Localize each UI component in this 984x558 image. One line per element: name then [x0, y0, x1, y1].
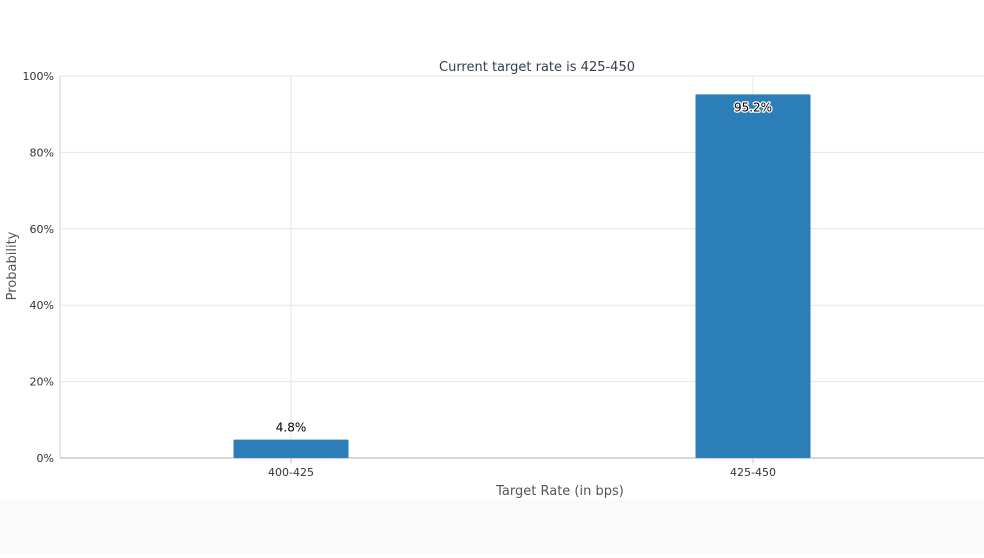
data-labels: 4.8% 95.2% — [274, 99, 773, 436]
y-tick-label: 40% — [30, 299, 54, 312]
y-tick-label: 20% — [30, 376, 54, 389]
y-tick-label: 0% — [37, 452, 54, 465]
grid-lines — [60, 75, 984, 458]
chart-title: Current target rate is 425-450 — [439, 60, 635, 75]
bar — [695, 94, 811, 458]
bars — [233, 94, 811, 458]
data-label: 95.2% — [734, 100, 772, 114]
x-tick-label: 400-425 — [268, 466, 314, 479]
y-axis-title: Probability — [5, 231, 20, 300]
axes: 0% 20% 40% 60% 80% 100% 400-425 425-450 — [23, 70, 984, 479]
bar — [233, 439, 349, 458]
chart-footer-band — [0, 500, 984, 554]
data-label: 4.8% — [276, 421, 307, 435]
y-tick-label: 80% — [30, 146, 54, 159]
y-tick-label: 60% — [30, 223, 54, 236]
x-tick-label: 425-450 — [730, 466, 776, 479]
y-tick-label: 100% — [23, 70, 54, 83]
x-axis-title: Target Rate (in bps) — [495, 484, 624, 499]
